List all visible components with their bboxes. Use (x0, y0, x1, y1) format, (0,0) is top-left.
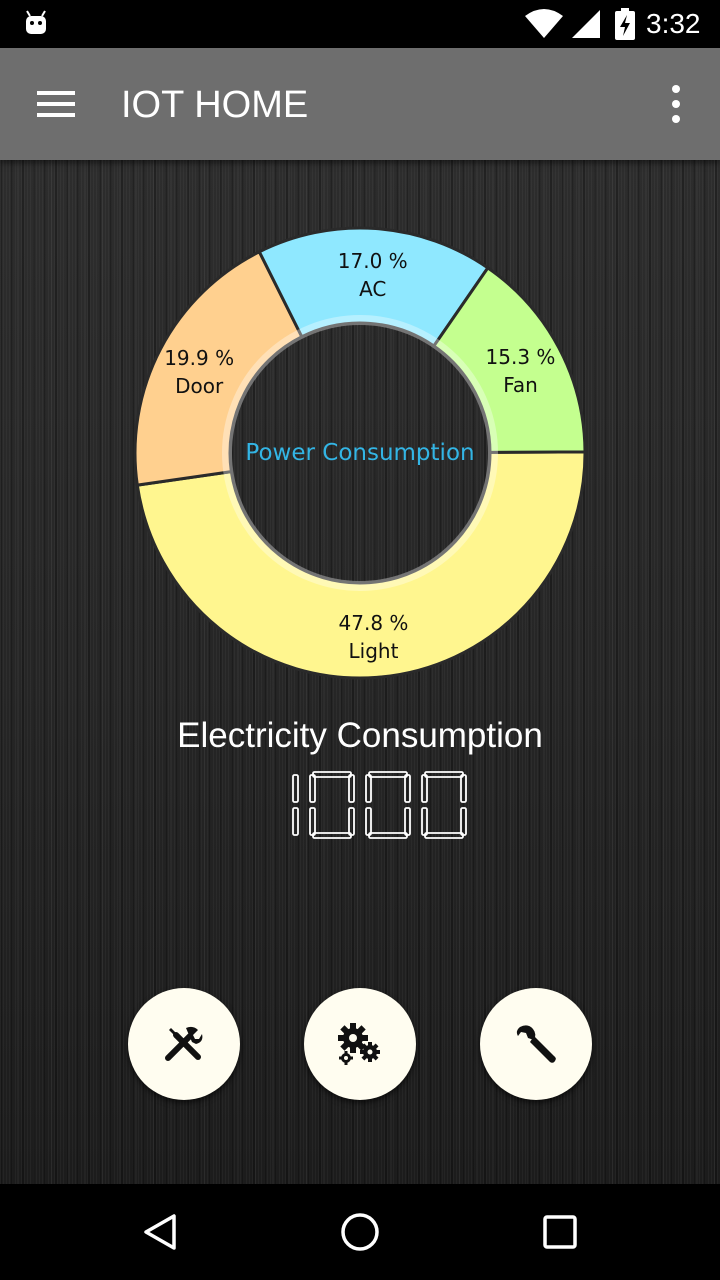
app-title: IOT HOME (121, 84, 309, 126)
tools-button[interactable] (128, 988, 240, 1100)
chart-slice-fan[interactable] (431, 265, 587, 454)
android-icon (26, 10, 46, 34)
nav-recents-button[interactable] (536, 1208, 584, 1256)
status-time: 3:32 (646, 8, 701, 39)
chart-slice-ac[interactable] (257, 226, 490, 349)
wifi-icon (525, 9, 563, 38)
settings-button[interactable] (304, 988, 416, 1100)
gears-icon (338, 1023, 380, 1065)
wrench-button[interactable] (480, 988, 592, 1100)
recents-icon (543, 1215, 577, 1249)
tools-icon (165, 1026, 203, 1061)
power-consumption-chart[interactable]: 47.8 % Light 19.9 % Door 17.0 % AC 15.3 % Fan (120, 210, 600, 690)
chart-percent-label: 15.3 % (486, 345, 556, 369)
display-digit (421, 771, 467, 839)
menu-button[interactable] (28, 80, 84, 128)
more-vert-icon (672, 85, 680, 123)
chart-percent-label: 19.9 % (164, 346, 234, 370)
app-bar: IOT HOME (0, 48, 720, 160)
chart-category-label: AC (359, 277, 386, 301)
main-content: 47.8 % Light 19.9 % Door 17.0 % AC 15.3 % Fan P… (0, 160, 720, 1184)
battery-charging-icon (615, 8, 635, 40)
chart-center-title: Power Consumption (245, 440, 475, 466)
menu-icon (37, 91, 75, 117)
chart-percent-label: 47.8 % (339, 611, 409, 635)
signal-icon (572, 10, 600, 38)
chart-category-label: Fan (503, 373, 538, 397)
electricity-consumption-label: Electricity Consumption (177, 716, 543, 755)
overflow-menu-button[interactable] (656, 80, 696, 128)
display-digit (365, 771, 411, 839)
nav-back-button[interactable] (136, 1208, 184, 1256)
chart-percent-label: 17.0 % (338, 249, 408, 273)
nav-home-button[interactable] (336, 1208, 384, 1256)
system-nav-bar (0, 1184, 720, 1280)
display-digit (292, 774, 299, 836)
electricity-consumption-value (292, 771, 467, 839)
home-icon (341, 1213, 379, 1251)
display-digit (309, 771, 355, 839)
chart-slice-door[interactable] (133, 249, 304, 487)
chart-slice-light[interactable] (135, 450, 587, 680)
status-bar: 3:32 (0, 0, 720, 48)
chart-category-label: Light (349, 639, 399, 663)
back-icon (144, 1214, 176, 1250)
chart-category-label: Door (175, 374, 224, 398)
wrench-icon (516, 1025, 556, 1063)
